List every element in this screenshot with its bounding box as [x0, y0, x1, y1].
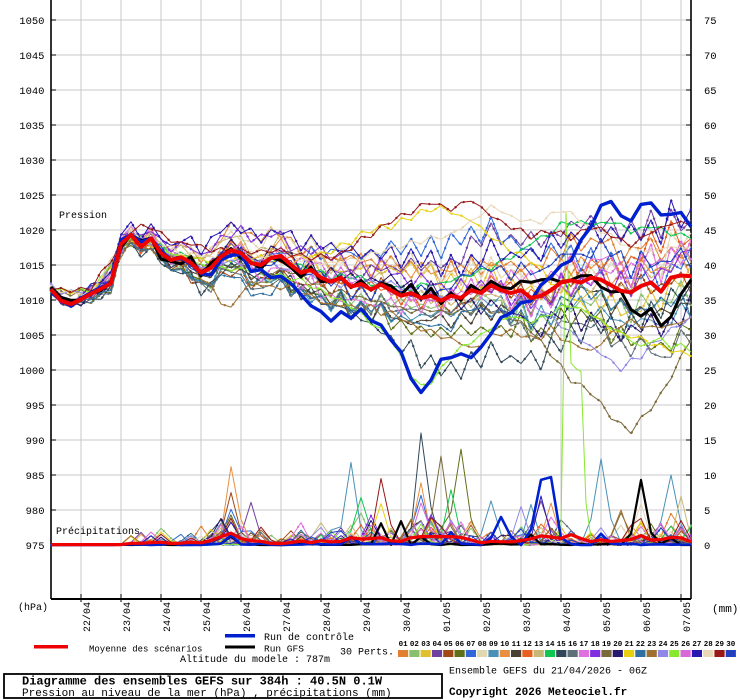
svg-text:1000: 1000 — [19, 366, 44, 378]
svg-text:Diagramme des ensembles GEFS s: Diagramme des ensembles GEFS sur 384h : … — [22, 675, 383, 689]
svg-text:75: 75 — [704, 16, 717, 28]
svg-text:10: 10 — [704, 471, 717, 483]
svg-text:55: 55 — [704, 156, 717, 168]
svg-text:975: 975 — [26, 541, 45, 553]
svg-text:40: 40 — [704, 261, 717, 273]
svg-text:03/05: 03/05 — [522, 602, 534, 632]
svg-text:25: 25 — [704, 366, 717, 378]
svg-text:20: 20 — [704, 401, 717, 413]
svg-text:1045: 1045 — [19, 51, 44, 63]
svg-text:990: 990 — [26, 436, 45, 448]
svg-text:19: 19 — [602, 641, 612, 649]
svg-text:27/04: 27/04 — [282, 602, 294, 632]
svg-text:Pression: Pression — [59, 210, 107, 222]
svg-text:1015: 1015 — [19, 261, 44, 273]
svg-text:30: 30 — [704, 331, 717, 343]
svg-text:23: 23 — [647, 641, 657, 649]
svg-text:15: 15 — [704, 436, 717, 448]
svg-text:Altitude du modele : 787m: Altitude du modele : 787m — [180, 654, 330, 666]
svg-text:01: 01 — [399, 641, 409, 649]
svg-text:(mm): (mm) — [712, 604, 738, 616]
svg-text:18: 18 — [591, 641, 601, 649]
svg-text:1050: 1050 — [19, 16, 44, 28]
svg-text:980: 980 — [26, 506, 45, 518]
svg-text:1040: 1040 — [19, 86, 44, 98]
svg-text:Moyenne des scénarios: Moyenne des scénarios — [89, 645, 202, 655]
svg-text:1035: 1035 — [19, 121, 44, 133]
svg-text:28/04: 28/04 — [322, 602, 334, 632]
svg-text:23/04: 23/04 — [122, 602, 134, 632]
svg-text:04/05: 04/05 — [562, 602, 574, 632]
svg-text:22/04: 22/04 — [82, 602, 94, 632]
svg-text:12: 12 — [523, 641, 533, 649]
svg-text:995: 995 — [26, 401, 45, 413]
svg-text:70: 70 — [704, 51, 717, 63]
svg-text:27: 27 — [692, 641, 701, 649]
svg-text:02: 02 — [410, 641, 420, 649]
svg-text:1020: 1020 — [19, 226, 44, 238]
svg-text:02/05: 02/05 — [482, 602, 494, 632]
svg-text:24/04: 24/04 — [162, 602, 174, 632]
svg-text:30 Perts.: 30 Perts. — [340, 648, 394, 659]
svg-text:Run de contrôle: Run de contrôle — [264, 632, 354, 644]
svg-text:07: 07 — [466, 641, 475, 649]
svg-text:05: 05 — [444, 641, 454, 649]
svg-text:0: 0 — [704, 541, 710, 553]
svg-text:50: 50 — [704, 191, 717, 203]
svg-text:08: 08 — [478, 641, 488, 649]
svg-text:26: 26 — [681, 641, 691, 649]
svg-text:21: 21 — [625, 641, 635, 649]
svg-text:45: 45 — [704, 226, 717, 238]
svg-text:Précipitations: Précipitations — [56, 526, 140, 538]
svg-text:5: 5 — [704, 506, 710, 518]
svg-text:25: 25 — [670, 641, 680, 649]
svg-text:35: 35 — [704, 296, 717, 308]
svg-text:65: 65 — [704, 86, 717, 98]
svg-text:04: 04 — [432, 641, 442, 649]
svg-text:16: 16 — [568, 641, 578, 649]
svg-text:22: 22 — [636, 641, 646, 649]
svg-text:(hPa): (hPa) — [18, 602, 48, 614]
svg-text:17: 17 — [579, 641, 588, 649]
svg-text:Pression au niveau de la mer (: Pression au niveau de la mer (hPa) , pré… — [22, 688, 392, 700]
svg-text:1025: 1025 — [19, 191, 44, 203]
svg-text:11: 11 — [512, 641, 522, 649]
svg-text:25/04: 25/04 — [202, 602, 214, 632]
svg-text:29/04: 29/04 — [362, 602, 374, 632]
svg-text:15: 15 — [557, 641, 567, 649]
svg-text:03: 03 — [421, 641, 431, 649]
svg-text:30/04: 30/04 — [402, 602, 414, 632]
svg-text:09: 09 — [489, 641, 499, 649]
svg-text:30: 30 — [726, 641, 736, 649]
svg-text:28: 28 — [704, 641, 714, 649]
svg-text:Run GFS: Run GFS — [264, 644, 304, 655]
svg-text:20: 20 — [613, 641, 623, 649]
svg-text:29: 29 — [715, 641, 725, 649]
svg-text:14: 14 — [545, 641, 555, 649]
svg-text:06: 06 — [455, 641, 465, 649]
svg-text:05/05: 05/05 — [602, 602, 614, 632]
svg-text:13: 13 — [534, 641, 544, 649]
svg-text:06/05: 06/05 — [642, 602, 654, 632]
svg-text:07/05: 07/05 — [682, 602, 694, 632]
svg-text:1010: 1010 — [19, 296, 44, 308]
svg-text:Copyright 2026 Meteociel.fr: Copyright 2026 Meteociel.fr — [449, 687, 627, 699]
svg-text:985: 985 — [26, 471, 45, 483]
svg-text:26/04: 26/04 — [242, 602, 254, 632]
svg-text:60: 60 — [704, 121, 717, 133]
svg-text:1030: 1030 — [19, 156, 44, 168]
svg-text:01/05: 01/05 — [442, 602, 454, 632]
svg-text:1005: 1005 — [19, 331, 44, 343]
svg-text:24: 24 — [658, 641, 668, 649]
svg-text:10: 10 — [500, 641, 510, 649]
svg-text:Ensemble GEFS du 21/04/2026 -: Ensemble GEFS du 21/04/2026 - 06Z — [449, 666, 647, 678]
